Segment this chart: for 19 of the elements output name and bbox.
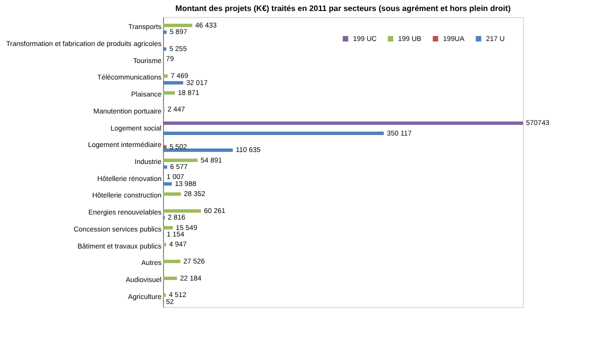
bar <box>163 158 198 162</box>
chart-title: Montant des projets (K€) traités en 2011 par secteurs (sous agrément et hors plein droit) <box>175 4 511 13</box>
bar <box>163 91 175 95</box>
bar <box>163 260 180 264</box>
bar <box>163 81 184 84</box>
bar <box>163 209 202 213</box>
bar <box>163 24 192 28</box>
bar <box>163 294 166 297</box>
bar <box>163 145 166 149</box>
bar <box>163 148 233 152</box>
bar <box>163 132 384 136</box>
bar <box>163 47 166 51</box>
bar <box>163 122 523 125</box>
bar <box>163 276 177 280</box>
bar <box>163 242 166 246</box>
bar <box>163 192 181 196</box>
bar <box>163 182 172 186</box>
bar <box>163 226 173 230</box>
bar <box>163 30 167 34</box>
